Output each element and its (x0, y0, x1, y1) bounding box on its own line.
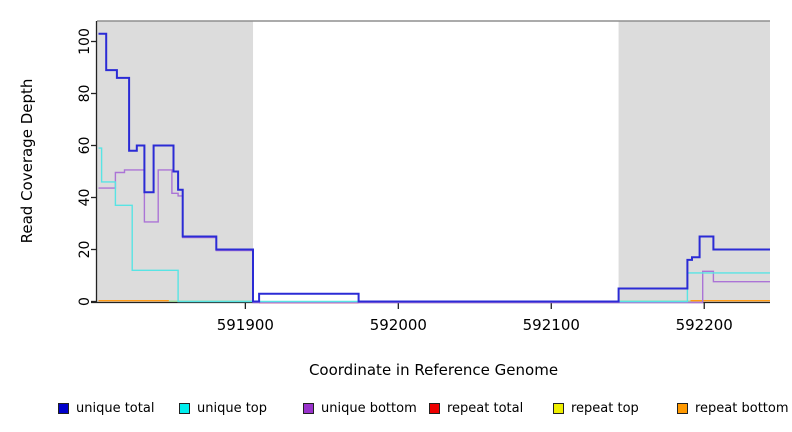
legend-label: repeat total (447, 400, 524, 416)
series-line-unique-bottom (98, 169, 770, 304)
x-axis-title-text: Coordinate in Reference Genome (308, 361, 559, 379)
right-gray-band (618, 21, 770, 302)
y-tick-label: 60 (77, 137, 93, 155)
legend-label: repeat top (571, 400, 639, 416)
legend: unique total unique top unique bottom repea… (0, 396, 792, 422)
y-tick-label: 80 (77, 85, 93, 103)
legend-swatch-unique-total (58, 402, 69, 414)
legend-item-repeat-bottom: repeat bottom (677, 396, 789, 420)
left-gray-band (97, 21, 254, 302)
legend-item-repeat-total: repeat total (429, 396, 523, 420)
series-line-unique-total (98, 32, 770, 303)
legend-item-unique-bottom: unique bottom (303, 396, 417, 420)
legend-item-unique-total: unique total (58, 396, 154, 420)
y-tick-label: 100 (77, 28, 93, 55)
legend-swatch-unique-bottom (303, 402, 314, 414)
legend-swatch-repeat-top (553, 402, 564, 414)
x-tick-label: 592000 (370, 316, 427, 334)
y-tick-label: 20 (77, 241, 93, 259)
legend-swatch-repeat-bottom (677, 402, 688, 414)
series-line-unique-top (98, 147, 770, 303)
y-axis-title-text: Read Coverage Depth (18, 78, 36, 244)
y-tick-label: 0 (77, 297, 93, 306)
legend-label: unique total (76, 400, 155, 416)
legend-swatch-unique-top (179, 402, 190, 414)
legend-label: unique bottom (321, 400, 417, 416)
legend-label: repeat bottom (695, 400, 789, 416)
x-tick-label: 592100 (523, 316, 580, 334)
legend-label: unique top (197, 400, 268, 416)
y-tick-label: 40 (77, 189, 93, 207)
legend-item-repeat-top: repeat top (553, 396, 639, 420)
x-axis-title: Coordinate in Reference Genome (97, 361, 770, 379)
legend-item-unique-top: unique top (179, 396, 267, 420)
legend-swatch-repeat-total (429, 402, 440, 414)
x-tick-label: 591900 (217, 316, 274, 334)
x-tick-label: 592200 (676, 316, 733, 334)
